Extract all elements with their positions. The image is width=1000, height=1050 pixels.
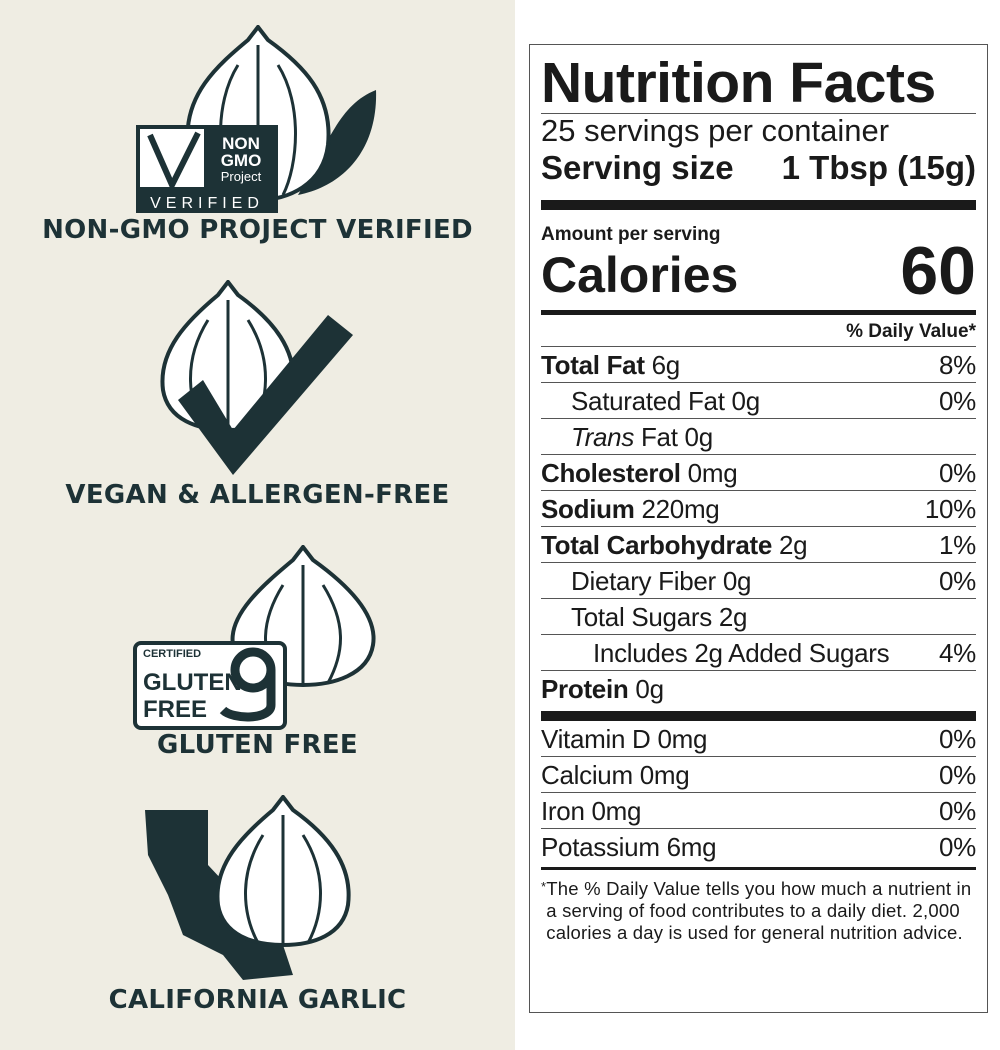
badges-panel: NON GMO Project VERIFIED NON-GMO PROJECT… [0, 0, 515, 1050]
nutrient-row: Total Fat 6g 8% [541, 347, 976, 383]
divider [541, 310, 976, 315]
badge-gluten-free: CERTIFIED GLUTEN FREE GLUTEN FREE [0, 545, 515, 760]
nutrient-name: Total Carbohydrate 2g [541, 527, 808, 562]
nutrient-row: Total Sugars 2g [541, 599, 976, 635]
garlic-checkmark-icon [159, 280, 353, 475]
nutrient-row: Dietary Fiber 0g 0% [541, 563, 976, 599]
daily-value: 0% [939, 832, 976, 862]
footnote-mark: * [541, 879, 547, 894]
divider [541, 200, 976, 210]
nutrient-name: Saturated Fat 0g [541, 383, 760, 418]
daily-value: 8% [939, 350, 976, 380]
vitamin-name: Iron 0mg [541, 796, 642, 826]
garlic-gluten-free-icon: CERTIFIED GLUTEN FREE [132, 545, 376, 730]
svg-text:NON: NON [222, 134, 260, 153]
divider [541, 711, 976, 721]
nutrient-label: Dietary Fiber 0g [571, 566, 752, 596]
daily-value: 0% [939, 386, 976, 416]
vitamin-name: Potassium 6mg [541, 832, 717, 862]
nutrient-label: Fat 0g [634, 422, 713, 452]
daily-value: 10% [924, 494, 976, 524]
nutrient-name: Total Fat 6g [541, 347, 680, 382]
daily-value: 0% [939, 458, 976, 488]
footnote: * The % Daily Value tells you how much a … [541, 867, 976, 944]
badge-caption: CALIFORNIA GARLIC [108, 985, 407, 1015]
nutrient-bold: Cholesterol [541, 458, 681, 488]
calories-row: Calories 60 [541, 233, 976, 309]
svg-text:GLUTEN: GLUTEN [143, 669, 242, 696]
badge-non-gmo: NON GMO Project VERIFIED NON-GMO PROJECT… [0, 25, 515, 245]
amount-per-serving: Amount per serving [541, 224, 721, 245]
nutrient-name: Trans Fat 0g [541, 419, 713, 454]
svg-text:Project: Project [220, 169, 261, 184]
vitamin-row: Potassium 6mg 0% [541, 829, 976, 865]
nutrient-bold: Total Fat [541, 350, 645, 380]
svg-text:FREE: FREE [143, 696, 207, 723]
badge-california: CALIFORNIA GARLIC [0, 795, 515, 1015]
nutrient-row: Trans Fat 0g [541, 419, 976, 455]
nutrient-row: Sodium 220mg 10% [541, 491, 976, 527]
badge-vegan: VEGAN & ALLERGEN-FREE [0, 280, 515, 510]
servings-per-container: 25 servings per container [541, 113, 890, 148]
nutrient-label: Includes 2g Added Sugars [593, 638, 890, 668]
badge-caption: VEGAN & ALLERGEN-FREE [65, 480, 450, 510]
daily-value-header: % Daily Value* [541, 315, 976, 347]
nutrient-name: Includes 2g Added Sugars [541, 635, 890, 670]
nutrient-name: Protein 0g [541, 671, 664, 707]
nutrient-name: Cholesterol 0mg [541, 455, 738, 490]
nutrient-name: Total Sugars 2g [541, 599, 747, 634]
nutrient-amount: 6g [651, 350, 681, 380]
daily-value: 1% [939, 530, 976, 560]
vitamin-row: Calcium 0mg 0% [541, 757, 976, 793]
label-title: Nutrition Facts [541, 51, 936, 115]
daily-value: 4% [939, 638, 976, 668]
nutrient-row: Cholesterol 0mg 0% [541, 455, 976, 491]
nutrient-label: Saturated Fat 0g [571, 386, 760, 416]
nutrient-amount: 0g [635, 674, 664, 704]
nutrient-row: Total Carbohydrate 2g 1% [541, 527, 976, 563]
nutrient-name: Sodium 220mg [541, 491, 720, 526]
svg-text:GMO: GMO [220, 151, 261, 170]
vitamin-row: Iron 0mg 0% [541, 793, 976, 829]
nutrient-amount: 220mg [641, 494, 720, 524]
calories-value: 60 [900, 233, 976, 309]
garlic-california-icon [144, 795, 351, 980]
nutrient-row: Saturated Fat 0g 0% [541, 383, 976, 419]
nutrient-amount: 0mg [687, 458, 738, 488]
nutrient-row: Protein 0g [541, 671, 976, 707]
nutrient-amount: 2g [778, 530, 808, 560]
calories-label: Calories [541, 247, 739, 303]
footnote-text: The % Daily Value tells you how much a n… [546, 878, 972, 943]
serving-size-value: 1 Tbsp (15g) [781, 149, 976, 186]
daily-value: 0% [939, 796, 976, 826]
serving-size: Serving size 1 Tbsp (15g) [541, 148, 976, 188]
nutrient-bold: Sodium [541, 494, 635, 524]
garlic-leaf-icon: NON GMO Project VERIFIED [135, 25, 376, 213]
serving-size-label: Serving size [541, 149, 734, 186]
daily-value: 0% [939, 760, 976, 790]
badge-caption: GLUTEN FREE [156, 730, 358, 760]
daily-value: 0% [939, 566, 976, 596]
nutrient-bold: Total Carbohydrate [541, 530, 773, 560]
svg-text:VERIFIED: VERIFIED [150, 195, 264, 212]
nutrition-facts-label: Nutrition Facts 25 servings per containe… [529, 44, 988, 1013]
vitamin-name: Vitamin D 0mg [541, 724, 708, 754]
nutrient-italic: Trans [571, 422, 635, 452]
daily-value: 0% [939, 724, 976, 754]
vitamin-row: Vitamin D 0mg 0% [541, 721, 976, 757]
nutrient-bold: Protein [541, 674, 629, 704]
nutrient-row: Includes 2g Added Sugars 4% [541, 635, 976, 671]
vitamin-name: Calcium 0mg [541, 760, 690, 790]
svg-text:CERTIFIED: CERTIFIED [143, 648, 201, 660]
nutrient-name: Dietary Fiber 0g [541, 563, 751, 598]
nutrient-label: Total Sugars 2g [571, 602, 748, 632]
badge-caption: NON-GMO PROJECT VERIFIED [42, 215, 473, 245]
